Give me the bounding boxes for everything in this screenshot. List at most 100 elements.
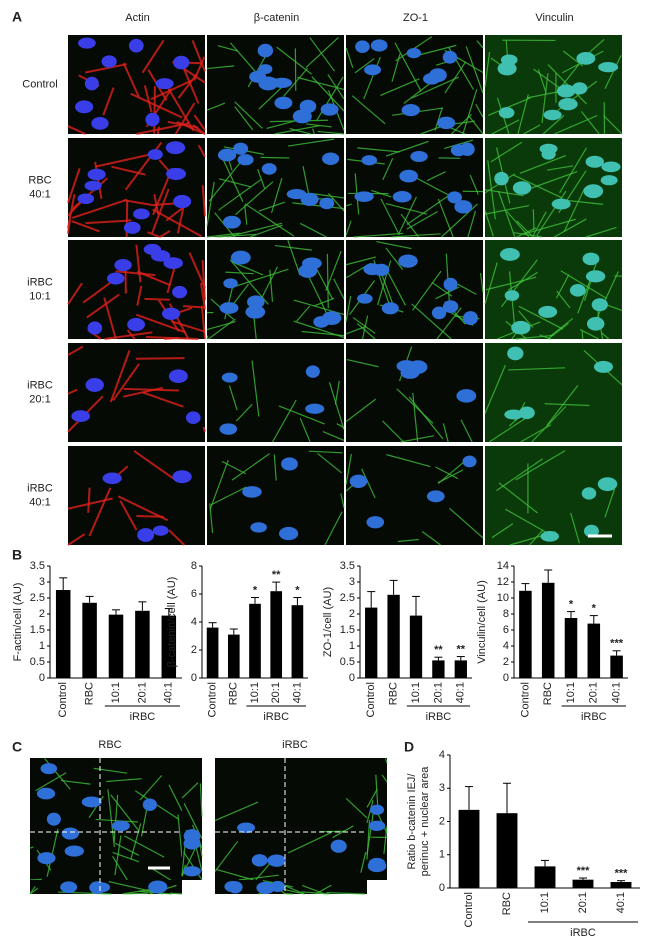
cell-nucleus: [585, 270, 606, 283]
cell-nucleus: [511, 320, 531, 335]
cell-nucleus: [558, 97, 578, 111]
cell-fiber: [221, 460, 247, 475]
cell-fiber: [553, 218, 587, 238]
column-header: Vinculin: [535, 12, 573, 24]
cell-fiber: [206, 335, 209, 340]
cell-nucleus: [165, 141, 186, 155]
cell-nucleus: [593, 360, 613, 373]
cell-fiber: [566, 199, 604, 206]
cell-nucleus: [600, 175, 618, 186]
cell-fiber: [130, 92, 183, 119]
micrograph: [207, 343, 345, 443]
cell-fiber: [351, 95, 386, 125]
cell-nucleus: [223, 278, 238, 289]
micrograph: [484, 35, 623, 135]
cell-fiber: [426, 171, 446, 182]
y-axis-label: ZO-1/cell (AU): [322, 587, 334, 657]
cell-fiber: [476, 40, 484, 49]
cell-fiber: [397, 538, 419, 543]
cell-nucleus: [219, 423, 238, 435]
cell-fiber: [516, 220, 534, 238]
cell-nucleus: [84, 76, 99, 91]
cell-fiber: [301, 891, 330, 895]
cell-fiber: [484, 364, 506, 414]
row-label: RBC: [28, 174, 51, 186]
x-tick-label: 40:1: [163, 682, 175, 703]
micrograph: [345, 343, 483, 443]
y-tick-label: 1.5: [340, 624, 355, 636]
micrograph: [345, 35, 484, 135]
cell-fiber: [317, 130, 345, 135]
image-title: RBC: [98, 739, 121, 751]
cell-nucleus: [367, 859, 387, 873]
cell-nucleus: [373, 263, 390, 276]
cell-fiber: [72, 198, 128, 219]
cell-nucleus: [443, 277, 458, 291]
bar: [587, 623, 601, 678]
cell-nucleus: [551, 198, 571, 210]
x-tick-label: 10:1: [249, 682, 261, 703]
cell-fiber: [324, 511, 343, 546]
cell-fiber: [210, 486, 247, 506]
cell-fiber: [142, 391, 184, 408]
cell-fiber: [449, 507, 484, 539]
cell-fiber: [46, 828, 59, 877]
cell-fiber: [345, 398, 377, 423]
cell-fiber: [112, 851, 140, 863]
cell-fiber: [549, 317, 574, 337]
x-tick-label: 40:1: [611, 682, 623, 703]
cell-fiber: [209, 503, 214, 534]
x-tick-label: Control: [365, 682, 377, 717]
cell-fiber: [345, 453, 352, 486]
cell-fiber: [376, 240, 412, 250]
cell-nucleus: [71, 410, 90, 423]
cell-nucleus: [250, 522, 267, 533]
x-tick-label: 20:1: [577, 892, 589, 913]
cell-fiber: [444, 61, 467, 94]
cell-nucleus: [251, 854, 268, 867]
cell-nucleus: [459, 142, 475, 156]
cell-nucleus: [233, 142, 249, 155]
y-tick-label: 14: [497, 560, 509, 572]
y-tick-label: 10: [497, 592, 509, 604]
cell-fiber: [334, 380, 340, 405]
cell-fiber: [340, 493, 345, 508]
bar: [610, 655, 623, 678]
cell-nucleus: [217, 148, 237, 162]
cell-fiber: [385, 269, 406, 306]
cell-fiber: [366, 788, 378, 808]
cell-fiber: [269, 269, 274, 302]
cell-nucleus: [442, 300, 459, 313]
y-tick-label: 0.5: [30, 656, 45, 668]
micrograph: [484, 240, 623, 340]
y-tick-label: 2: [349, 608, 355, 620]
micrograph: [366, 758, 388, 880]
cell-fiber: [103, 297, 117, 340]
cell-fiber: [345, 295, 352, 322]
cell-fiber: [86, 293, 120, 319]
cell-nucleus: [504, 290, 520, 301]
cell-nucleus: [569, 284, 586, 297]
cell-fiber: [328, 382, 345, 430]
cell-fiber: [102, 87, 115, 116]
cell-nucleus: [87, 321, 103, 335]
cell-fiber: [325, 250, 342, 291]
cell-fiber: [484, 204, 530, 215]
cell-nucleus: [230, 250, 251, 265]
significance: *: [592, 603, 597, 615]
cell-fiber: [177, 814, 183, 857]
cell-fiber: [191, 40, 206, 72]
cell-nucleus: [36, 787, 56, 800]
y-axis-label: Vinculin/cell (AU): [476, 580, 488, 664]
cell-fiber: [516, 334, 554, 340]
cell-fiber: [306, 123, 332, 128]
bar: [458, 809, 480, 888]
cell-fiber: [491, 119, 520, 135]
cell-fiber: [491, 523, 514, 539]
cell-fiber: [382, 158, 394, 181]
cell-fiber: [559, 147, 588, 194]
cell-fiber: [314, 297, 335, 307]
micrograph: [215, 879, 367, 895]
cell-fiber: [547, 64, 588, 105]
cell-fiber: [209, 459, 229, 510]
